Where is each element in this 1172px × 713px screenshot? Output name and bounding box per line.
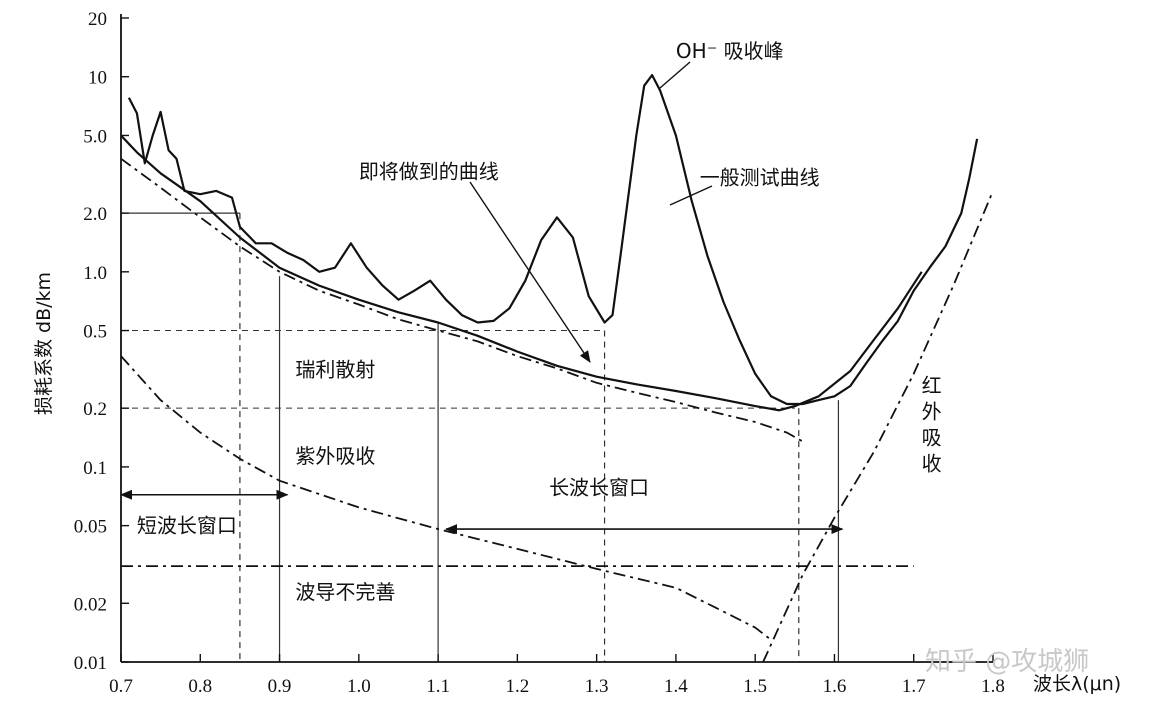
annotation-label-3: 一般测试曲线 [700,166,820,190]
axes: 0.7 0.8 0.9 1.0 1.1 1.2 1.3 1.4 1.5 1.6 1.7 1.8 0.01… [74,9,1005,697]
x-axis-label: 波长λ(μn) [1033,673,1121,695]
annotation-label-9-char: 吸 [922,426,942,450]
y-tick-label: 2.0 [83,204,107,225]
series-line-3 [120,157,804,443]
y-tick-label: 0.02 [74,594,107,615]
series-line-4 [120,355,772,641]
series-line-2 [120,134,923,412]
series-line-5 [762,190,994,663]
x-tick-label: 1.0 [347,676,371,697]
x-tick-label: 1.6 [823,676,847,697]
y-tick-label: 0.5 [83,322,107,343]
window-arrows [120,61,844,535]
x-tick-label: 1.8 [981,676,1005,697]
annotation-label-5: 紫外吸收 [295,444,375,468]
oh-leader-line [659,61,691,89]
annotation-label-9-char: 收 [922,452,942,476]
x-tick-label: 1.5 [743,676,767,697]
annotation-label-2: 即将做到的曲线 [359,160,499,184]
y-tick-label: 0.01 [74,653,107,674]
x-tick-label: 1.7 [902,676,926,697]
y-tick-label: 0.05 [74,517,107,538]
x-tick-label: 1.4 [664,676,688,697]
y-tick-label: 1.0 [83,263,107,284]
annotation-label-7: 短波长窗口 [137,514,237,538]
x-tick-label: 0.7 [109,676,133,697]
target-curve-leader-line [469,181,591,363]
test-curve-leader-line [669,185,713,206]
y-tick-label: 0.2 [83,399,107,420]
annotation-label-9-char: 外 [922,400,942,424]
annotation-label-6: 长波长窗口 [549,476,649,500]
y-tick-label: 10 [88,68,107,89]
x-tick-label: 0.8 [188,676,212,697]
annotation-label-8: 波导不完善 [295,580,395,604]
annotation-label-9-char: 红 [922,374,942,398]
x-tick-label: 1.1 [426,676,450,697]
reference-lines [121,212,840,662]
annotation-label-1: OH⁻ 吸收峰 [676,39,784,63]
x-tick-label: 1.2 [505,676,529,697]
y-tick-label: 5.0 [83,126,107,147]
x-tick-label: 0.9 [268,676,292,697]
y-tick-label: 0.1 [83,458,107,479]
x-tick-label: 1.3 [585,676,609,697]
annotation-label-4: 瑞利散射 [295,358,375,382]
y-tick-label: 20 [88,9,107,30]
y-axis-label: 损耗系数 dB/km [33,272,55,415]
series-line-1 [127,74,979,406]
watermark-text: 知乎 @攻城狮 [925,647,1089,677]
series-group [120,74,994,663]
